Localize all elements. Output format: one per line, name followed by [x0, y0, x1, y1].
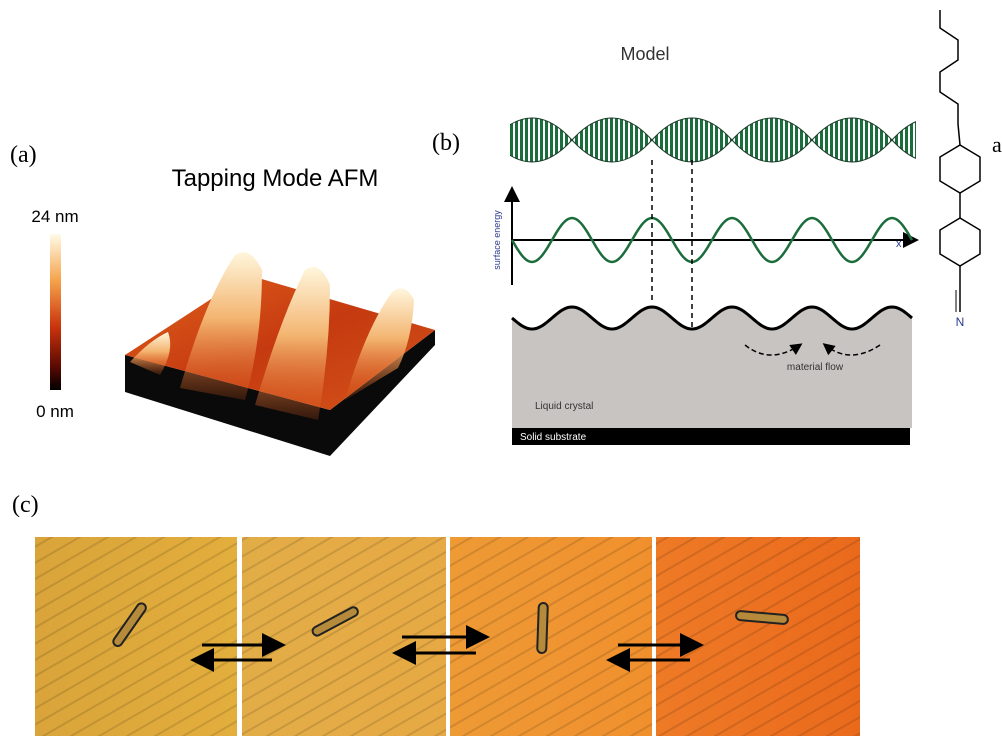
- stripe-texture: [35, 537, 237, 736]
- body: (a) Tapping Mode AFM 24 nm 0 nm (b) Mode…: [0, 0, 1002, 736]
- micrograph: [35, 537, 237, 736]
- side-label: a: [992, 132, 1002, 157]
- stripe-texture: [656, 537, 860, 736]
- y-axis-label: surface energy: [492, 210, 502, 270]
- substrate-label: Solid substrate: [520, 432, 587, 443]
- colorbar-min-label: 0 nm: [36, 402, 74, 421]
- x-axis-label: x: [896, 238, 902, 250]
- alkyl-chain: [940, 10, 960, 145]
- panel-label: (c): [12, 492, 39, 518]
- liquid-label: Liquid crystal: [535, 401, 593, 412]
- colorbar: [50, 234, 61, 390]
- panel-label: (a): [10, 142, 37, 168]
- rod: [537, 603, 548, 653]
- micrograph: [656, 537, 860, 736]
- panel-title: Tapping Mode AFM: [172, 165, 379, 192]
- benzene-ring: [940, 218, 980, 266]
- flow-label: material flow: [787, 362, 844, 373]
- lc-helix: [492, 118, 972, 162]
- colorbar-max-label: 24 nm: [31, 207, 78, 226]
- panel-title: Model: [620, 44, 669, 64]
- panel-label: (b): [432, 130, 460, 156]
- benzene-ring: [940, 145, 980, 193]
- figure: (a) Tapping Mode AFM 24 nm 0 nm (b) Mode…: [0, 0, 1002, 736]
- nitrogen-label: N: [956, 315, 965, 329]
- page: {"panel_a": {"label": "(a)", "title": "T…: [0, 0, 1002, 736]
